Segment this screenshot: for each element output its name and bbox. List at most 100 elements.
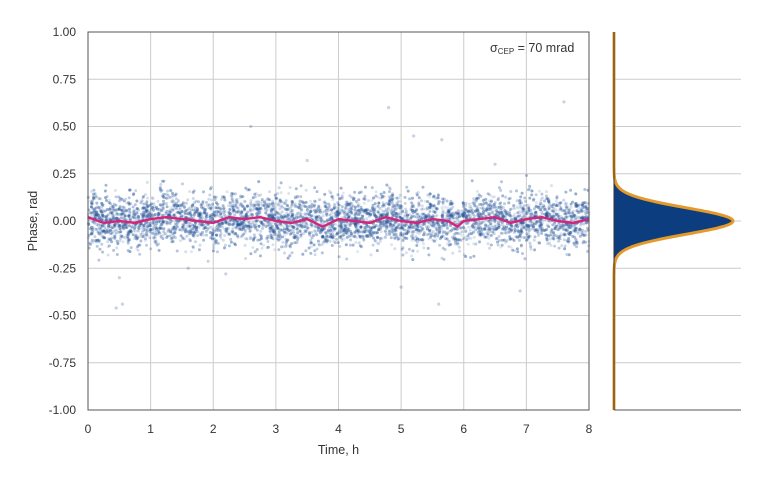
scatter-point xyxy=(527,229,531,233)
scatter-point xyxy=(150,213,154,216)
scatter-point xyxy=(317,243,321,247)
scatter-point xyxy=(240,220,244,224)
scatter-point xyxy=(359,245,363,249)
scatter-point xyxy=(202,205,206,209)
scatter-point xyxy=(340,230,344,234)
scatter-point xyxy=(369,234,373,238)
scatter-point xyxy=(269,206,273,210)
scatter-point xyxy=(155,207,159,211)
scatter-point xyxy=(91,227,95,231)
scatter-point xyxy=(191,203,195,207)
scatter-point xyxy=(440,216,444,220)
scatter-point xyxy=(145,213,149,217)
scatter-point xyxy=(535,219,539,223)
scatter-point xyxy=(394,212,398,216)
scatter-point xyxy=(139,239,143,243)
scatter-point xyxy=(414,224,418,228)
scatter-point xyxy=(424,207,428,211)
scatter-point xyxy=(447,209,450,213)
scatter-point xyxy=(270,234,274,238)
scatter-point xyxy=(540,222,544,226)
scatter-point xyxy=(320,235,324,239)
scatter-point xyxy=(248,225,252,229)
scatter-point xyxy=(532,225,536,229)
scatter-point xyxy=(153,235,157,239)
scatter-point xyxy=(456,242,459,246)
scatter-point xyxy=(183,212,187,216)
scatter-point xyxy=(328,229,332,232)
scatter-point xyxy=(179,234,183,238)
scatter-point xyxy=(325,211,329,215)
scatter-point xyxy=(120,197,124,201)
scatter-point xyxy=(127,196,131,200)
scatter-point xyxy=(126,231,130,235)
scatter-point xyxy=(340,237,344,241)
scatter-point xyxy=(556,203,559,207)
scatter-point xyxy=(193,224,197,228)
scatter-point xyxy=(149,227,153,231)
scatter-point xyxy=(418,215,422,219)
scatter-point xyxy=(337,235,341,239)
scatter-point xyxy=(157,212,161,216)
scatter-point xyxy=(401,209,405,213)
scatter-point xyxy=(348,202,352,206)
scatter-point xyxy=(239,202,243,206)
scatter-point xyxy=(119,234,123,238)
scatter-point xyxy=(295,195,299,199)
scatter-point xyxy=(372,213,376,217)
scatter-point xyxy=(533,211,537,215)
scatter-point xyxy=(476,226,480,230)
scatter-point xyxy=(225,227,229,231)
scatter-point xyxy=(206,259,210,263)
scatter-point xyxy=(339,224,343,228)
scatter-point xyxy=(159,182,163,186)
scatter-point xyxy=(213,214,217,218)
scatter-point xyxy=(191,246,195,250)
scatter-point xyxy=(210,234,214,237)
scatter-point xyxy=(573,213,577,217)
scatter-point xyxy=(232,219,236,223)
scatter-point xyxy=(346,222,350,226)
scatter-point xyxy=(171,227,174,231)
scatter-point xyxy=(289,207,293,211)
scatter-point xyxy=(266,236,270,240)
scatter-point xyxy=(364,228,368,232)
scatter-point xyxy=(151,197,155,201)
scatter-point xyxy=(309,245,313,249)
scatter-point xyxy=(137,227,141,231)
scatter-point xyxy=(226,231,230,235)
scatter-point xyxy=(238,196,242,200)
scatter-point xyxy=(172,213,176,217)
scatter-point xyxy=(281,235,285,239)
scatter-point xyxy=(456,218,460,221)
scatter-point xyxy=(195,227,199,230)
scatter-point xyxy=(382,203,386,207)
scatter-point xyxy=(378,207,382,210)
scatter-point xyxy=(235,223,239,227)
scatter-point xyxy=(294,216,298,220)
scatter-point xyxy=(156,228,160,232)
scatter-point xyxy=(355,216,359,220)
scatter-point xyxy=(400,206,404,210)
scatter-point xyxy=(275,224,279,228)
scatter-point xyxy=(182,223,186,227)
scatter-point xyxy=(393,204,397,208)
scatter-point xyxy=(568,233,572,236)
scatter-point xyxy=(296,238,299,242)
scatter-point xyxy=(145,203,149,207)
scatter-point xyxy=(562,224,566,228)
scatter-point xyxy=(315,247,319,251)
scatter-point xyxy=(453,227,457,231)
scatter-point xyxy=(309,223,313,227)
scatter-point xyxy=(479,213,483,216)
scatter-point xyxy=(152,204,156,208)
scatter-point xyxy=(452,213,456,217)
scatter-point xyxy=(396,225,400,229)
scatter-point xyxy=(512,217,516,221)
scatter-point xyxy=(161,220,165,224)
scatter-point xyxy=(183,212,187,216)
scatter-point xyxy=(284,244,288,248)
scatter-point xyxy=(129,218,132,222)
scatter-point xyxy=(262,203,266,207)
scatter-point xyxy=(399,204,402,208)
